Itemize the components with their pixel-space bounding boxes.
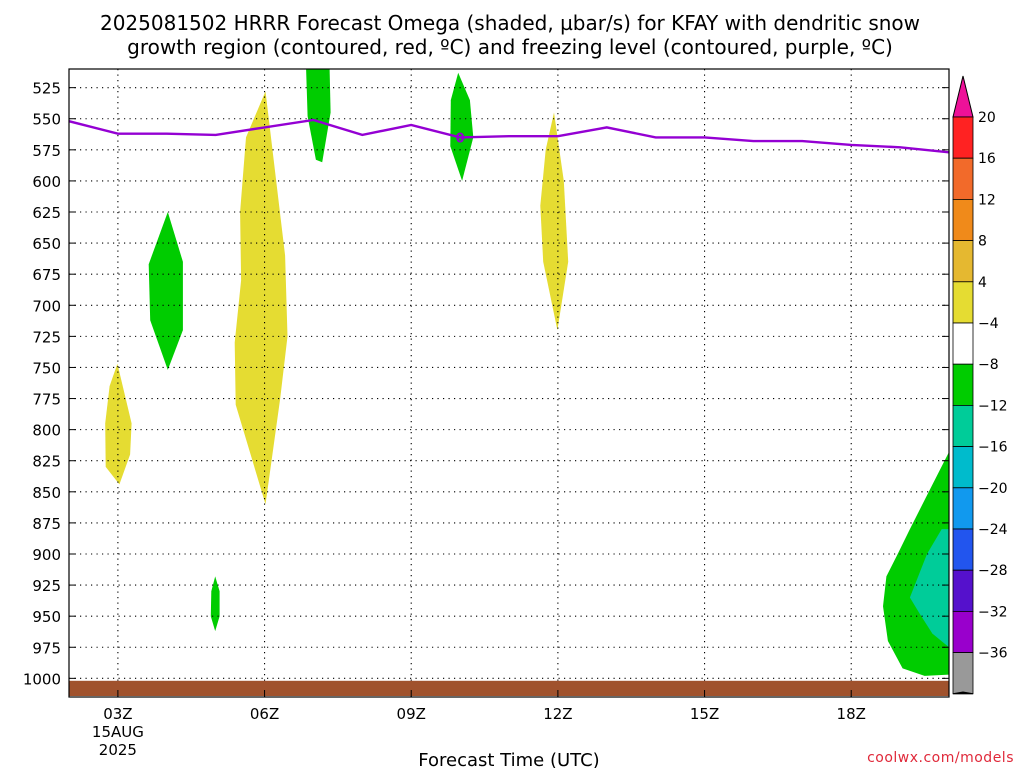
y-tick-label: 575	[32, 142, 61, 160]
x-tick-label: 03Z	[103, 705, 132, 723]
y-tick-label: 675	[32, 266, 61, 284]
colorbar-label: −4	[978, 316, 999, 332]
y-tick-label: 950	[32, 608, 61, 626]
colorbar-label: 8	[978, 234, 987, 250]
colorbar-label: −8	[978, 357, 999, 373]
colorbar-label: −12	[978, 398, 1008, 414]
x-tick-sublabel: 2025	[99, 741, 137, 759]
colorbar-swatch-10	[952, 487, 974, 530]
colorbar-swatch-8	[952, 404, 974, 447]
omega-region-6	[450, 72, 474, 181]
colorbar-swatch-6	[952, 322, 974, 365]
colorbar-label: −28	[978, 563, 1008, 579]
x-tick-label: 09Z	[397, 705, 426, 723]
freezing-level-line	[69, 118, 949, 154]
omega-region-2	[148, 212, 183, 370]
omega-region-3	[234, 91, 288, 505]
colorbar-swatch-14	[952, 652, 974, 695]
omega-shading	[105, 69, 949, 676]
colorbar-label: 16	[978, 151, 996, 167]
y-tick-label: 750	[32, 359, 61, 377]
colorbar-swatch-9	[952, 446, 974, 489]
x-tick-sublabel: 15AUG	[92, 723, 144, 741]
credit-text: coolwx.com/models	[867, 750, 1014, 766]
omega-region-7	[540, 112, 569, 331]
y-tick-label: 850	[32, 484, 61, 502]
omega-region-5	[306, 69, 331, 163]
colorbar-label: 12	[978, 192, 996, 208]
y-tick-label: 700	[32, 297, 61, 315]
y-tick-label: 625	[32, 204, 61, 222]
colorbar-label: −36	[978, 646, 1008, 662]
x-tick-label: 12Z	[543, 705, 572, 723]
colorbar-swatch-1	[952, 116, 974, 159]
colorbar-swatch-4	[952, 240, 974, 283]
colorbar-swatch-3	[952, 198, 974, 241]
freezing-level-label: 0	[456, 131, 465, 146]
colorbar-swatch-2	[952, 157, 974, 200]
y-tick-label: 925	[32, 577, 61, 595]
colorbar-label: 4	[978, 275, 987, 291]
x-tick-label: 06Z	[250, 705, 279, 723]
y-axis: 525 550 575 600 625 650 675 700 725 750 775 800 825 8…	[23, 80, 949, 688]
y-tick-label: 1000	[23, 670, 61, 688]
grid-lines	[69, 69, 949, 697]
y-tick-label: 650	[32, 235, 61, 253]
y-tick-label: 900	[32, 546, 61, 564]
colorbar-swatch-5	[952, 281, 974, 324]
colorbar-swatch-7	[952, 363, 974, 406]
colorbar-label: −32	[978, 604, 1008, 620]
y-tick-label: 525	[32, 80, 61, 98]
y-tick-label: 825	[32, 453, 61, 471]
y-tick-label: 600	[32, 173, 61, 191]
y-tick-label: 725	[32, 328, 61, 346]
colorbar-legend: 20 16 12 8 4 −4 −8 −12 −16 −20 −24 −28 −32 −36	[952, 75, 1008, 695]
y-tick-label: 550	[32, 111, 61, 129]
colorbar-label: 20	[978, 110, 996, 126]
x-tick-label: 15Z	[690, 705, 719, 723]
omega-region-4	[210, 576, 220, 632]
plot-area: 0 525 550 575 600 625 650 675 700 725 750 775 800 825…	[23, 68, 950, 759]
colorbar-swatch-11	[952, 528, 974, 571]
x-tick-label: 18Z	[837, 705, 866, 723]
omega-region-1	[105, 363, 132, 485]
plot-frame	[68, 68, 950, 698]
y-tick-label: 775	[32, 391, 61, 409]
colorbar-label: −16	[978, 440, 1008, 456]
colorbar-bottom-arrow	[952, 691, 974, 695]
colorbar-swatch-12	[952, 569, 974, 612]
x-axis-label: Forecast Time (UTC)	[418, 750, 599, 768]
colorbar-swatch-13	[952, 611, 974, 654]
y-tick-label: 975	[32, 639, 61, 657]
y-tick-label: 875	[32, 515, 61, 533]
chart-title-line-2: growth region (contoured, red, ºC) and f…	[127, 35, 893, 59]
y-tick-label: 800	[32, 422, 61, 440]
surface-bar	[69, 680, 949, 696]
omega-region-9	[909, 529, 949, 648]
colorbar-top-arrow	[952, 75, 974, 118]
chart-title-line-1: 2025081502 HRRR Forecast Omega (shaded, …	[100, 11, 920, 35]
colorbar-label: −20	[978, 481, 1008, 497]
colorbar-label: −24	[978, 522, 1008, 538]
